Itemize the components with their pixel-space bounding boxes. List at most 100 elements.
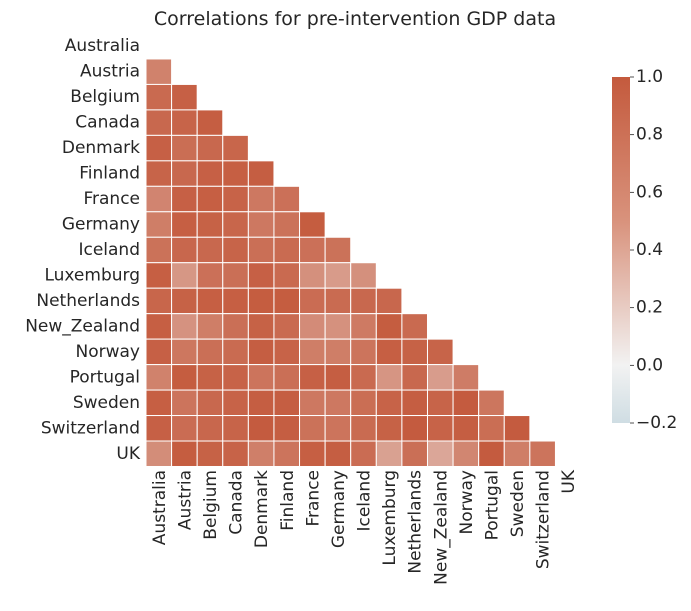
heatmap-cell-iceland-austria — [171, 236, 198, 264]
y-tick-label: UK — [116, 444, 140, 464]
heatmap-cell-portugal-denmark — [247, 364, 275, 391]
heatmap-cell-iceland-france — [299, 236, 326, 264]
heatmap-cell-norway-germany — [324, 338, 352, 366]
heatmap-cell-germany-canada — [222, 211, 249, 238]
heatmap-cell-sweden-luxemburg — [375, 389, 403, 417]
colorbar-tick-label: 0.0 — [636, 355, 663, 375]
heatmap-cell-denmark-belgium — [196, 134, 224, 162]
heatmap-cell-netherlands-australia — [145, 287, 173, 315]
heatmap-cell-new_zealand-australia — [145, 313, 173, 340]
heatmap-cell-sweden-portugal — [478, 389, 505, 417]
heatmap-cells — [145, 58, 556, 467]
heatmap-cell-iceland-denmark — [247, 236, 275, 264]
y-tick-label: Belgium — [70, 87, 140, 107]
x-tick-label: UK — [559, 469, 579, 493]
heatmap-cell-germany-finland — [273, 211, 301, 238]
heatmap-cell-sweden-australia — [145, 389, 173, 417]
heatmap-cell-new_zealand-luxemburg — [375, 313, 403, 340]
heatmap-cell-portugal-norway — [452, 364, 480, 391]
heatmap-cell-sweden-iceland — [350, 389, 377, 417]
heatmap-cell-uk-iceland — [350, 440, 377, 467]
heatmap-cell-switzerland-germany — [324, 415, 352, 442]
heatmap-cell-netherlands-austria — [171, 287, 198, 315]
heatmap-cell-finland-denmark — [247, 160, 275, 187]
colorbar-gradient — [612, 77, 630, 423]
heatmap-cell-norway-denmark — [247, 338, 275, 366]
heatmap-cell-belgium-austria — [171, 83, 198, 111]
colorbar-tick-label: 0.4 — [636, 240, 663, 260]
heatmap-cell-sweden-netherlands — [401, 389, 428, 417]
heatmap-cell-switzerland-austria — [171, 415, 198, 442]
heatmap-cell-portugal-germany — [324, 364, 352, 391]
heatmap-cell-germany-denmark — [247, 211, 275, 238]
colorbar: 1.0 0.8 0.6 0.4 0.2 0.0 −0.2 — [612, 67, 677, 433]
y-tick-label: Australia — [65, 36, 140, 56]
heatmap-cell-luxemburg-canada — [222, 262, 249, 289]
heatmap-cell-germany-australia — [145, 211, 173, 238]
heatmap-cell-luxemburg-france — [299, 262, 326, 289]
heatmap-cell-portugal-finland — [273, 364, 301, 391]
heatmap-cell-portugal-canada — [222, 364, 249, 391]
x-tick-label: Denmark — [252, 470, 272, 548]
heatmap-cell-uk-finland — [273, 440, 301, 467]
heatmap-cell-new_zealand-austria — [171, 313, 198, 340]
heatmap-cell-new_zealand-belgium — [196, 313, 224, 340]
y-tick-label: Iceland — [78, 240, 140, 260]
colorbar-tick-label: 1.0 — [636, 67, 663, 87]
heatmap-cell-luxemburg-australia — [145, 262, 173, 289]
y-tick-label: New_Zealand — [25, 316, 140, 336]
x-tick-label: Finland — [278, 470, 298, 531]
heatmap-cell-netherlands-france — [299, 287, 326, 315]
heatmap-cell-uk-luxemburg — [375, 440, 403, 467]
heatmap-cell-france-denmark — [247, 185, 275, 213]
heatmap-cell-new_zealand-iceland — [350, 313, 377, 340]
heatmap-cell-norway-finland — [273, 338, 301, 366]
x-tick-label: Sweden — [508, 470, 528, 537]
heatmap-cell-finland-austria — [171, 160, 198, 187]
x-tick-label: Switzerland — [534, 470, 554, 569]
heatmap-cell-portugal-luxemburg — [375, 364, 403, 391]
heatmap-cell-uk-germany — [324, 440, 352, 467]
y-tick-label: Switzerland — [41, 418, 140, 438]
heatmap-cell-france-finland — [273, 185, 301, 213]
heatmap-cell-denmark-canada — [222, 134, 249, 162]
x-tick-label: New_Zealand — [431, 470, 451, 585]
chart-title: Correlations for pre-intervention GDP da… — [154, 8, 556, 30]
heatmap-cell-portugal-australia — [145, 364, 173, 391]
y-tick-label: France — [83, 189, 140, 209]
heatmap-cell-denmark-austria — [171, 134, 198, 162]
heatmap-cell-france-canada — [222, 185, 249, 213]
y-tick-label: Canada — [75, 113, 140, 133]
heatmap-cell-switzerland-netherlands — [401, 415, 428, 442]
heatmap-cell-portugal-austria — [171, 364, 198, 391]
heatmap-cell-netherlands-finland — [273, 287, 301, 315]
heatmap-cell-sweden-finland — [273, 389, 301, 417]
x-tick-label: Netherlands — [406, 470, 426, 574]
colorbar-tick-label: 0.6 — [636, 182, 663, 202]
heatmap-cell-sweden-germany — [324, 389, 352, 417]
y-tick-label: Luxemburg — [44, 265, 140, 285]
heatmap-cell-switzerland-portugal — [478, 415, 505, 442]
heatmap-cell-new_zealand-finland — [273, 313, 301, 340]
y-axis-labels: Australia Austria Belgium Canada Denmark Finl… — [25, 36, 141, 464]
heatmap-cell-uk-switzerland — [529, 440, 556, 467]
heatmap-cell-finland-belgium — [196, 160, 224, 187]
heatmap-cell-norway-netherlands — [401, 338, 428, 366]
heatmap-cell-france-belgium — [196, 185, 224, 213]
colorbar-ticks: 1.0 0.8 0.6 0.4 0.2 0.0 −0.2 — [630, 67, 677, 433]
heatmap-cell-uk-sweden — [503, 440, 531, 467]
heatmap-cell-norway-belgium — [196, 338, 224, 366]
heatmap-cell-netherlands-denmark — [247, 287, 275, 315]
heatmap-cell-switzerland-canada — [222, 415, 249, 442]
colorbar-tick-label: −0.2 — [636, 413, 677, 433]
heatmap-cell-new_zealand-france — [299, 313, 326, 340]
heatmap-cell-netherlands-belgium — [196, 287, 224, 315]
heatmap-cell-uk-portugal — [478, 440, 505, 467]
heatmap-cell-norway-canada — [222, 338, 249, 366]
heatmap-cell-switzerland-belgium — [196, 415, 224, 442]
heatmap-cell-canada-belgium — [196, 109, 224, 136]
heatmap-cell-luxemburg-denmark — [247, 262, 275, 289]
heatmap-cell-uk-france — [299, 440, 326, 467]
heatmap-cell-new_zealand-germany — [324, 313, 352, 340]
heatmap-cell-uk-canada — [222, 440, 249, 467]
